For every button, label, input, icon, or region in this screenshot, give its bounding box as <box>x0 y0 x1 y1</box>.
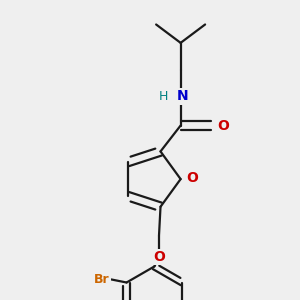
Text: O: O <box>186 172 198 185</box>
Text: O: O <box>218 118 230 133</box>
Text: H: H <box>159 90 169 103</box>
Text: N: N <box>176 89 188 103</box>
Text: Br: Br <box>94 273 110 286</box>
Text: O: O <box>153 250 165 264</box>
